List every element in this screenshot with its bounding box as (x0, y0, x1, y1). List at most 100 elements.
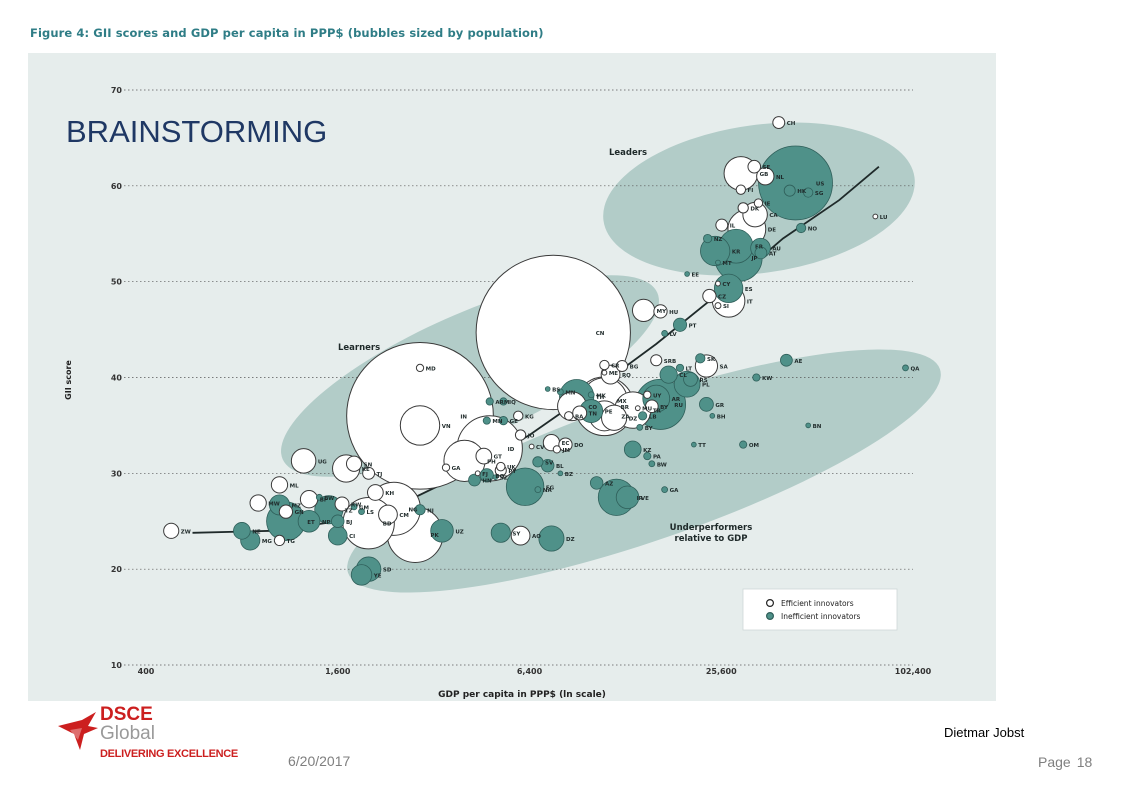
bubble-label: CO (588, 405, 597, 411)
bubble-point (399, 405, 441, 446)
bubble-label: TR (653, 409, 662, 415)
x-tick-label: 6,400 (517, 667, 543, 676)
bubble-point (441, 463, 451, 472)
bubble-label: DE (768, 227, 777, 233)
bubble-point (805, 422, 811, 429)
axis-layer: 10 20 30 40 50 60 70 400 1,600 6,400 25,600 102,400… (64, 86, 932, 700)
bubble-label: CL (679, 373, 687, 379)
bubble-label: EC (562, 441, 570, 447)
bubble-point (601, 404, 628, 431)
bubble-label: MN (492, 419, 502, 425)
bubble-point (345, 455, 363, 472)
bubble-label: MZ (292, 503, 301, 509)
bubble-label: FR (755, 245, 764, 251)
bubble-point (350, 503, 358, 511)
bubble-label: PK (430, 533, 439, 539)
bubble-label: BF (320, 498, 328, 504)
bubble-label: UG (318, 459, 327, 465)
bubble-point (772, 116, 786, 130)
bubble-label: CZ (718, 295, 726, 301)
bubble-label: LV (670, 332, 678, 338)
logo-text-dsce: DSCE (100, 704, 153, 725)
bubble-point (510, 525, 531, 546)
bubble-point (572, 405, 588, 421)
bubble-label: BL (556, 464, 564, 470)
bubble-label: TT (698, 443, 706, 449)
bubble-label: IR (637, 496, 644, 502)
bubble-point (482, 416, 491, 425)
bubble-point (739, 440, 748, 449)
bubble-point (327, 525, 348, 546)
figure-title: Figure 4: GII scores and GDP per capita … (30, 26, 544, 40)
y-tick-label: 40 (111, 374, 123, 383)
group-label-learners: Learners (338, 343, 380, 353)
bird-logo-icon (58, 712, 98, 750)
y-tick-label: 20 (111, 565, 123, 574)
bubble-label: AO (532, 534, 541, 540)
bubble-label: BO (495, 474, 504, 480)
bubble-label: PT (689, 323, 697, 329)
bubble-label: NO (808, 227, 818, 233)
bubble-label: TJ (377, 472, 383, 478)
bubble-point (557, 470, 564, 477)
bubble-point (475, 447, 493, 465)
legend-box (742, 588, 898, 631)
bubble-label: MU (642, 407, 652, 413)
bubble-point (534, 486, 542, 493)
x-tick-label: 400 (138, 667, 155, 676)
bubble-label: PE (605, 410, 613, 416)
bubble-point (564, 411, 574, 421)
bubble-point (659, 365, 678, 384)
y-tick-label: 70 (111, 86, 123, 95)
bubble-label: VE (641, 496, 649, 502)
bubble-point (623, 440, 642, 459)
bubble-label: IQ (509, 400, 516, 406)
bubble-label: CI (349, 534, 355, 540)
bubble-point (615, 485, 640, 510)
bubble-point (474, 470, 481, 477)
bubble-point (648, 460, 656, 468)
bubble-point (643, 452, 652, 461)
bubble-point (709, 413, 716, 419)
bubble-label: KR (732, 250, 741, 256)
bubble-label: JO (527, 434, 535, 440)
page-label: Page (1038, 754, 1071, 770)
bubble-label: SN (364, 462, 373, 468)
bubble-label: FJ (482, 472, 488, 478)
x-axis-title: GDP per capita in PPP$ (ln scale) (438, 690, 606, 700)
bubble-point (715, 218, 729, 232)
legend: Efficient innovators Inefficient innovato… (742, 588, 898, 631)
page-number-value: 18 (1076, 754, 1093, 770)
bubble-label: NA (543, 488, 553, 494)
bubble-label: RO (622, 373, 631, 379)
bubble-label: KG (525, 414, 534, 420)
bubble-point (638, 411, 648, 421)
bubble-label: MN (565, 390, 575, 396)
bubble-label: UK (507, 465, 516, 471)
bubble-label: BN (813, 424, 822, 430)
bubble-point (691, 441, 697, 448)
bubble-label: BZ (565, 472, 573, 478)
bubble-point (780, 353, 793, 367)
bubble-label: KH (385, 491, 394, 497)
bubble-label: BW (324, 496, 334, 502)
bubble-point (505, 467, 545, 506)
bubble-label: AE (794, 359, 802, 365)
bubble-label: AU (772, 247, 781, 253)
bubble-point (552, 445, 562, 454)
bubble-point (278, 504, 294, 519)
bubble-label: ZW (181, 529, 191, 535)
bubble-point (737, 202, 749, 214)
bubble-point (273, 534, 286, 547)
bubble-point (299, 490, 319, 509)
bubble-label: MX (617, 399, 627, 405)
slide-author: Dietmar Jobst (944, 725, 1025, 740)
bubble-point (528, 443, 535, 450)
bubble-point (756, 167, 775, 186)
bubble-point (532, 456, 544, 468)
bubble-point (713, 273, 744, 304)
bubble-point (485, 397, 494, 406)
bubble-point (754, 246, 768, 260)
bubble-label: GR (715, 403, 725, 409)
